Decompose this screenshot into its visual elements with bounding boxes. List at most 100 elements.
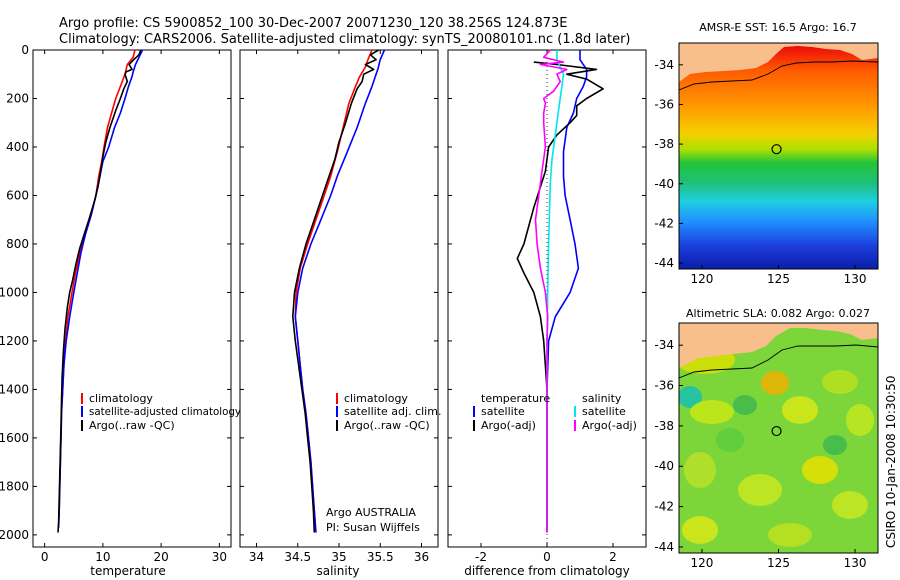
depth-tick-label: 1800 — [0, 479, 29, 493]
salinity-series-argo-raw-qc- — [292, 49, 380, 533]
difference-xtick-label: 2 — [609, 550, 617, 564]
sla-anomaly-blob — [738, 474, 782, 506]
profile-lines-layer — [57, 49, 604, 533]
salinity-xtick-label: 36 — [414, 550, 429, 564]
sst_map-ytick-label: -34 — [654, 58, 674, 72]
sla-anomaly-blob — [733, 395, 757, 415]
sst_map-ytick-label: -36 — [654, 97, 674, 111]
legend-label-satellite: satellite adj. clim. — [344, 405, 441, 418]
temperature-xtick-label: 0 — [41, 550, 49, 564]
sst-map-title: AMSR-E SST: 16.5 Argo: 16.7 — [699, 21, 857, 34]
sla_map-xtick-label: 120 — [691, 556, 714, 570]
sst_map-xtick-label: 130 — [844, 272, 867, 286]
sla-anomaly-blob — [768, 523, 812, 547]
sla-argo-location-marker — [771, 425, 782, 437]
legend-label-argo: Argo(..raw -QC) — [344, 419, 430, 432]
legend-label-argo: Argo(..raw -QC) — [89, 419, 175, 432]
legend-label-temp-argo: Argo(-adj) — [481, 419, 536, 432]
temperature-xtick-label: 10 — [95, 550, 110, 564]
depth-tick-label: 400 — [6, 140, 29, 154]
sla-anomaly-blob — [823, 435, 847, 455]
sla_map-ytick-label: -44 — [654, 540, 674, 554]
sla_map-ytick-label: -36 — [654, 379, 674, 393]
sla_map-xtick-label: 125 — [767, 556, 790, 570]
depth-tick-label: 800 — [6, 237, 29, 251]
sst_map-ytick-label: -44 — [654, 256, 674, 270]
depth-tick-label: 1200 — [0, 334, 29, 348]
argo-annotation-line-2: PI: Susan Wijffels — [326, 521, 420, 534]
salinity-xlabel: salinity — [316, 564, 359, 578]
difference-legend: temperature satellite Argo(-adj) salinit… — [473, 392, 637, 432]
sst_map-ytick-label: -38 — [654, 137, 674, 151]
sla-anomaly-blob — [832, 491, 868, 519]
sla-map-ticks: 120 125 130 -34 -36 -38 -40 -42 -44 — [654, 338, 866, 570]
sla_map-ytick-label: -34 — [654, 338, 674, 352]
sst-land-mask — [679, 43, 878, 82]
legend-title-temperature: temperature — [481, 392, 550, 405]
depth-tick-label: 200 — [6, 91, 29, 105]
temperature-xtick-label: 30 — [212, 550, 227, 564]
sla-land-mask — [679, 323, 878, 368]
title-line-2: Climatology: CARS2006. Satellite-adjuste… — [59, 32, 631, 47]
sla-map-title: Altimetric SLA: 0.082 Argo: 0.027 — [686, 307, 870, 320]
sla_map-ytick-label: -38 — [654, 419, 674, 433]
depth-tick-label: 0 — [21, 43, 29, 57]
legend-label-sal-argo: Argo(-adj) — [582, 419, 637, 432]
salinity-xtick-label: 35.5 — [367, 550, 394, 564]
axis-ticks-layer: 0 10 20 30020040060080010001200140016001800… — [0, 43, 646, 564]
sla-anomaly-blob — [690, 400, 734, 424]
csiro-timestamp: CSIRO 10-Jan-2008 10:30:50 — [884, 376, 898, 548]
sla-anomaly-blob — [761, 371, 789, 395]
title-line-1: Argo profile: CS 5900852_100 30-Dec-2007… — [59, 16, 567, 31]
sla-anomaly-blob — [679, 386, 702, 408]
sst_map-ytick-label: -42 — [654, 216, 674, 230]
sla-anomaly-blob — [846, 404, 874, 436]
difference-xtick-label: 0 — [543, 550, 551, 564]
sst_map-xtick-label: 120 — [691, 272, 714, 286]
sst-argo-location-marker — [771, 144, 782, 155]
salinity-axes — [239, 49, 439, 548]
depth-tick-label: 1000 — [0, 285, 29, 299]
sla_map-xtick-label: 130 — [844, 556, 867, 570]
difference-xlabel: difference from climatology — [464, 564, 630, 578]
legend-title-salinity: salinity — [582, 392, 622, 405]
sla-anomaly-blob — [682, 516, 718, 544]
sst-color-field — [679, 43, 878, 269]
sst_map-ytick-label: -40 — [654, 177, 674, 191]
temperature-series-argo-raw-qc- — [57, 49, 142, 533]
temperature-axes — [32, 49, 232, 548]
sla-contour-line — [679, 344, 878, 379]
sla-anomaly-blob — [782, 396, 818, 424]
depth-tick-label: 2000 — [0, 528, 29, 542]
sla_map-ytick-label: -42 — [654, 500, 674, 514]
salinity-legend: climatology satellite adj. clim. Argo(..… — [326, 392, 441, 534]
temperature-xlabel: temperature — [90, 564, 165, 578]
legend-label-climatology: climatology — [89, 392, 153, 405]
depth-tick-label: 1400 — [0, 382, 29, 396]
sst-contour-line — [679, 60, 878, 91]
salinity-xtick-label: 34 — [249, 550, 264, 564]
sla-anomaly-blob — [802, 456, 838, 484]
sla-anomaly-blob — [716, 428, 744, 452]
difference-series-salinity-argo-adj- — [534, 49, 568, 533]
temperature-legend: climatology satellite-adjusted climatolo… — [81, 392, 241, 432]
legend-label-climatology: climatology — [344, 392, 408, 405]
sla-anomaly-blob — [822, 370, 858, 394]
sla-anomaly-blobs — [679, 346, 874, 547]
legend-label-temp-satellite: satellite — [481, 405, 525, 418]
sla_map-ytick-label: -40 — [654, 459, 674, 473]
depth-tick-label: 1600 — [0, 431, 29, 445]
salinity-xtick-label: 35 — [331, 550, 346, 564]
temperature-xtick-label: 20 — [153, 550, 168, 564]
sla-map-field — [679, 323, 878, 553]
difference-xtick-label: -2 — [475, 550, 487, 564]
salinity-series-satellite-adj-clim- — [294, 49, 386, 533]
argo-annotation-line-1: Argo AUSTRALIA — [326, 506, 416, 519]
sst-map-ticks: 120 125 130 -34 -36 -38 -40 -42 -44 — [654, 58, 866, 286]
salinity-xtick-label: 34.5 — [284, 550, 311, 564]
sla-anomaly-blob — [684, 452, 716, 488]
legend-label-sal-satellite: satellite — [582, 405, 626, 418]
difference-series-temperature-satellite — [546, 50, 588, 533]
